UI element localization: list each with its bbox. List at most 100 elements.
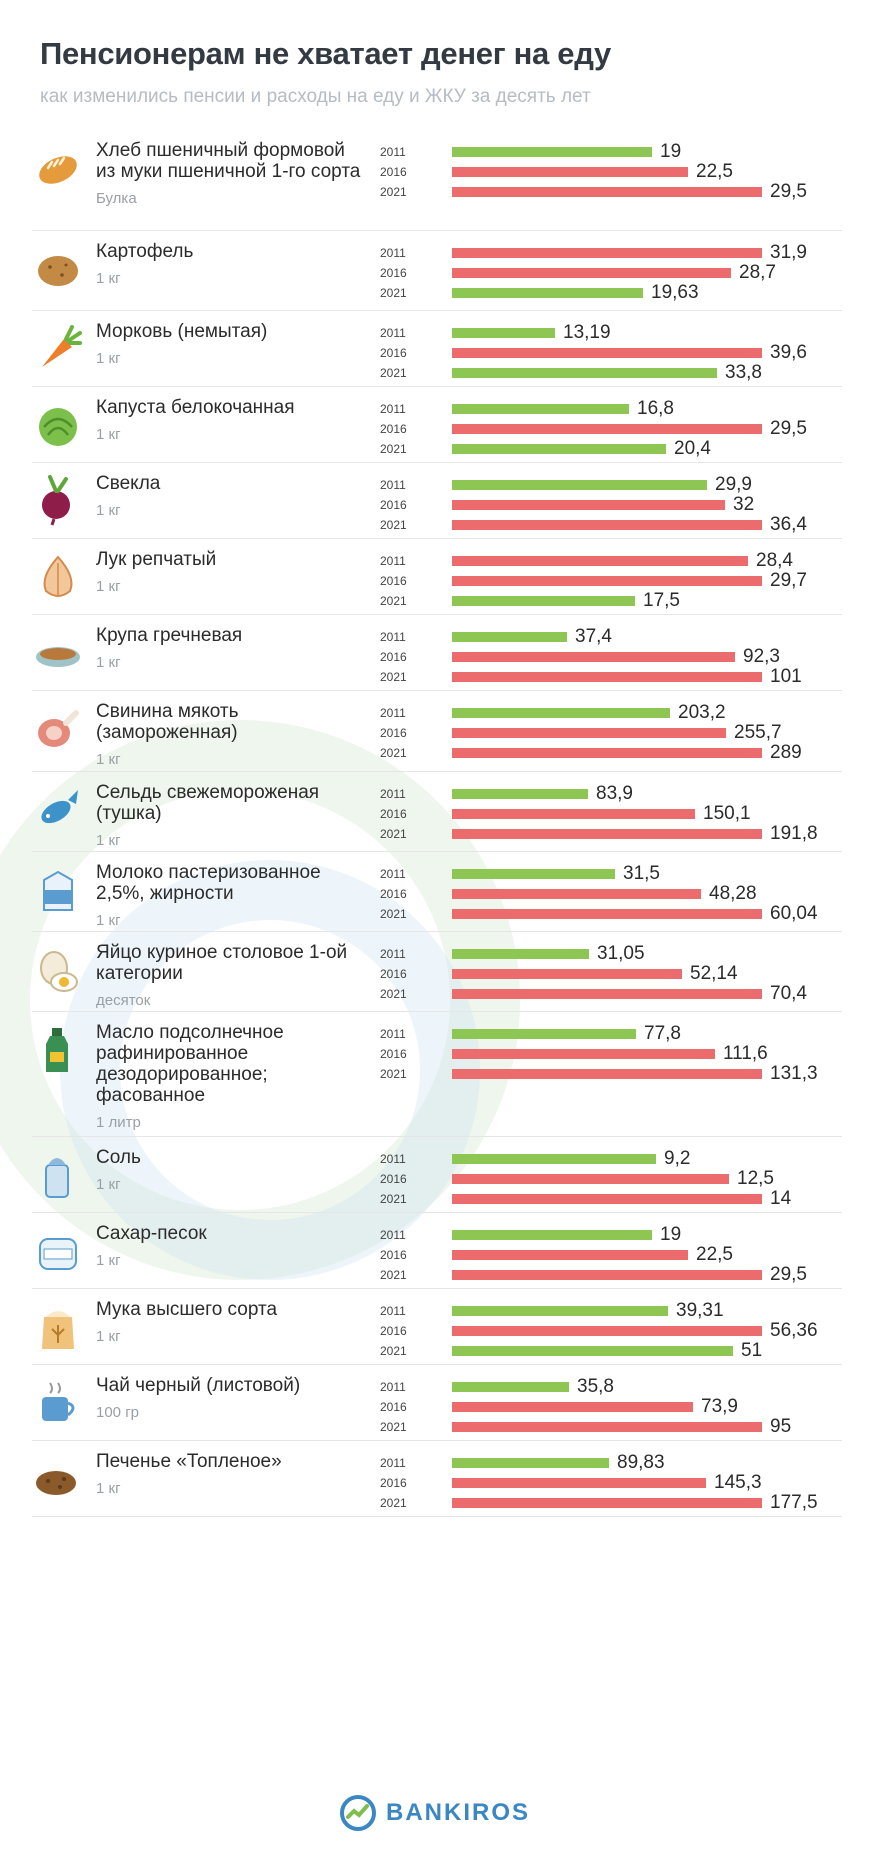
product-name-text: Печенье «Топленое» xyxy=(96,1451,282,1472)
product-name: Крупа гречневая 1 кг xyxy=(96,625,366,673)
bar-line: 2016 22,5 xyxy=(380,1244,840,1265)
bar-2016 xyxy=(452,652,735,662)
product-name-text: Лук репчатый xyxy=(96,549,217,570)
chart-row: Хлеб пшеничный формовой из муки пшенично… xyxy=(32,130,842,231)
product-unit: 1 кг xyxy=(96,1252,121,1269)
bar-2016 xyxy=(452,1250,688,1260)
value-label: 131,3 xyxy=(770,1063,818,1084)
bar-2021 xyxy=(452,909,762,919)
bar-2016 xyxy=(452,1478,706,1488)
value-label: 9,2 xyxy=(664,1148,691,1169)
year-label: 2016 xyxy=(380,1172,407,1186)
year-label: 2021 xyxy=(380,594,407,608)
value-label: 289 xyxy=(770,742,802,763)
product-unit: 1 кг xyxy=(96,1480,121,1497)
oil-bottle-icon xyxy=(32,1024,84,1076)
flour-icon xyxy=(32,1301,84,1353)
potato-icon xyxy=(32,243,84,295)
bar-group: 2011 19 2016 22,5 2021 29,5 xyxy=(380,1224,840,1285)
year-label: 2016 xyxy=(380,967,407,981)
product-name: Мука высшего сорта 1 кг xyxy=(96,1299,366,1347)
bar-line: 2011 39,31 xyxy=(380,1300,840,1321)
product-name-text: Капуста белокочанная xyxy=(96,397,295,418)
product-unit: 1 кг xyxy=(96,654,121,671)
year-label: 2011 xyxy=(380,402,406,416)
chart-row: Свекла 1 кг 2011 29,9 2016 32 2021 36,4 xyxy=(32,463,842,539)
bar-2016 xyxy=(452,348,762,358)
bar-line: 2011 19 xyxy=(380,141,840,162)
footer: BANKIROS xyxy=(0,1795,870,1831)
bar-2011 xyxy=(452,949,589,959)
bar-2011 xyxy=(452,404,629,414)
bar-line: 2021 70,4 xyxy=(380,983,840,1004)
bar-line: 2011 28,4 xyxy=(380,550,840,571)
bar-2016 xyxy=(452,500,725,510)
chart-row: Сахар-песок 1 кг 2011 19 2016 22,5 2021 29,5 xyxy=(32,1213,842,1289)
chart-row: Соль 1 кг 2011 9,2 2016 12,5 2021 14 xyxy=(32,1137,842,1213)
bar-2021 xyxy=(452,187,762,197)
value-label: 77,8 xyxy=(644,1023,681,1044)
bar-2011 xyxy=(452,147,652,157)
chart-rows: Хлеб пшеничный формовой из муки пшенично… xyxy=(0,130,870,1517)
bar-line: 2016 12,5 xyxy=(380,1168,840,1189)
bar-2021 xyxy=(452,1194,762,1204)
bar-2021 xyxy=(452,596,635,606)
bar-group: 2011 19 2016 22,5 2021 29,5 xyxy=(380,141,840,202)
product-unit: 1 кг xyxy=(96,832,121,849)
year-label: 2021 xyxy=(380,827,407,841)
year-label: 2016 xyxy=(380,346,407,360)
onion-icon xyxy=(32,551,84,603)
product-name-text: Масло подсолнечное рафинированное дезодо… xyxy=(96,1022,284,1106)
bar-line: 2021 60,04 xyxy=(380,903,840,924)
bar-line: 2021 131,3 xyxy=(380,1063,840,1084)
bar-2011 xyxy=(452,789,588,799)
value-label: 83,9 xyxy=(596,783,633,804)
product-name: Печенье «Топленое» 1 кг xyxy=(96,1451,366,1499)
year-label: 2021 xyxy=(380,286,407,300)
chart-row: Молоко пастеризованное 2,5%, жирности 1 к… xyxy=(32,852,842,932)
bar-group: 2011 83,9 2016 150,1 2021 191,8 xyxy=(380,783,840,844)
bar-group: 2011 31,05 2016 52,14 2021 70,4 xyxy=(380,943,840,1004)
value-label: 12,5 xyxy=(737,1168,774,1189)
bar-line: 2021 14 xyxy=(380,1188,840,1209)
bar-2011 xyxy=(452,556,748,566)
bar-2021 xyxy=(452,1069,762,1079)
year-label: 2021 xyxy=(380,907,407,921)
bar-2016 xyxy=(452,167,688,177)
value-label: 73,9 xyxy=(701,1396,738,1417)
bar-line: 2016 145,3 xyxy=(380,1472,840,1493)
bar-line: 2011 9,2 xyxy=(380,1148,840,1169)
bar-2021 xyxy=(452,1422,762,1432)
product-name-text: Чай черный (листовой) xyxy=(96,1375,301,1396)
value-label: 22,5 xyxy=(696,161,733,182)
product-name: Лук репчатый 1 кг xyxy=(96,549,366,597)
bar-2011 xyxy=(452,1382,569,1392)
year-label: 2011 xyxy=(380,706,406,720)
bar-line: 2011 203,2 xyxy=(380,702,840,723)
year-label: 2021 xyxy=(380,746,407,760)
year-label: 2011 xyxy=(380,787,406,801)
value-label: 33,8 xyxy=(725,362,762,383)
bar-line: 2016 56,36 xyxy=(380,1320,840,1341)
bar-2021 xyxy=(452,1270,762,1280)
bar-line: 2016 48,28 xyxy=(380,883,840,904)
bar-line: 2021 95 xyxy=(380,1416,840,1437)
value-label: 255,7 xyxy=(734,722,782,743)
bread-icon xyxy=(32,142,84,194)
product-unit: 100 гр xyxy=(96,1404,140,1421)
bar-2021 xyxy=(452,368,717,378)
chart-row: Морковь (немытая) 1 кг 2011 13,19 2016 39,6 20… xyxy=(32,311,842,387)
product-name-text: Сахар-песок xyxy=(96,1223,207,1244)
value-label: 20,4 xyxy=(674,438,711,459)
bar-line: 2021 289 xyxy=(380,742,840,763)
bar-2016 xyxy=(452,424,762,434)
value-label: 29,9 xyxy=(715,474,752,495)
bar-line: 2016 39,6 xyxy=(380,342,840,363)
bar-group: 2011 29,9 2016 32 2021 36,4 xyxy=(380,474,840,535)
bar-line: 2016 92,3 xyxy=(380,646,840,667)
product-unit: 1 кг xyxy=(96,578,121,595)
product-unit: 1 кг xyxy=(96,270,121,287)
bar-group: 2011 77,8 2016 111,6 2021 131,3 xyxy=(380,1023,840,1084)
salt-icon xyxy=(32,1149,84,1201)
chart-row: Капуста белокочанная 1 кг 2011 16,8 2016 29,5… xyxy=(32,387,842,463)
